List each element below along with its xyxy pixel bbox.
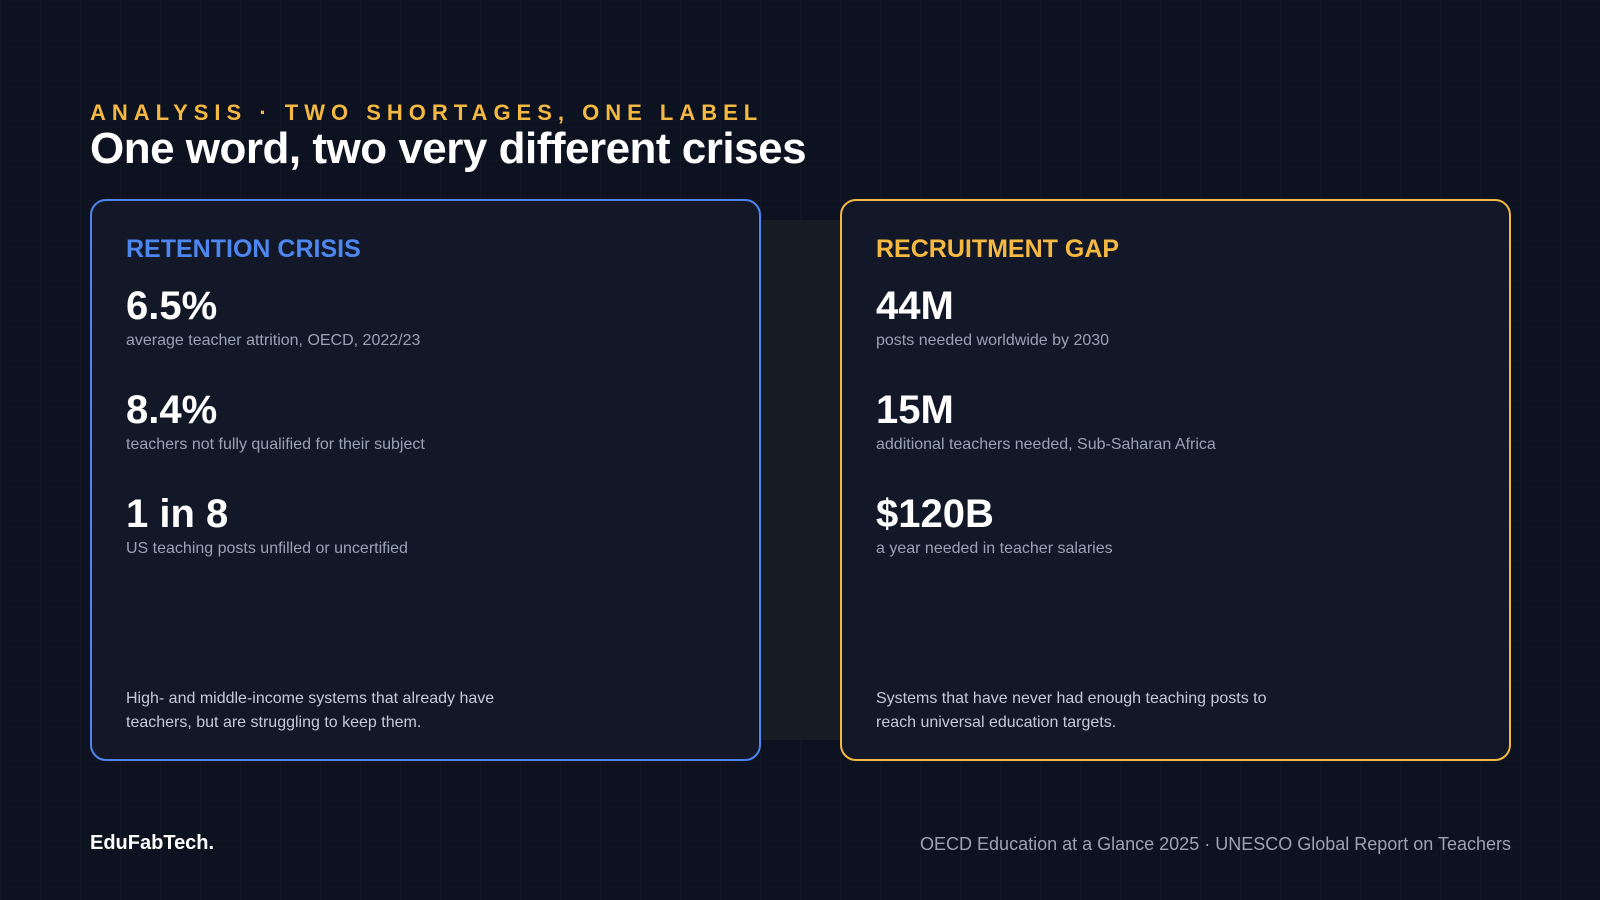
stat: 15M additional teachers needed, Sub-Saha…	[876, 386, 1475, 454]
page-title: One word, two very different crises	[90, 124, 807, 173]
retention-crisis-card: RETENTION CRISIS 6.5% average teacher at…	[90, 199, 761, 761]
stat-value: 15M	[876, 388, 954, 432]
stat: $120B a year needed in teacher salaries	[876, 490, 1475, 558]
stat-label: posts needed worldwide by 2030	[876, 332, 1110, 349]
recruitment-gap-card: RECRUITMENT GAP 44M posts needed worldwi…	[840, 199, 1511, 761]
stat: 44M posts needed worldwide by 2030	[876, 282, 1475, 350]
stat-label: average teacher attrition, OECD, 2022/23	[126, 332, 421, 349]
stat-value: 6.5%	[126, 284, 218, 328]
card-title: RETENTION CRISIS	[126, 235, 361, 263]
stat-value: 1 in 8	[126, 492, 229, 536]
stat-value: 8.4%	[126, 388, 218, 432]
card-title: RECRUITMENT GAP	[876, 235, 1120, 263]
eyebrow: ANALYSIS · TWO SHORTAGES, ONE LABEL	[90, 100, 764, 125]
stat-label: additional teachers needed, Sub-Saharan …	[876, 436, 1216, 453]
stat-label: a year needed in teacher salaries	[876, 540, 1113, 557]
stat-label: teachers not fully qualified for their s…	[126, 436, 425, 453]
brand-logo-text: EduFabTech.	[90, 832, 215, 854]
source-citation: OECD Education at a Glance 2025 · UNESCO…	[920, 834, 1511, 854]
stat-value: $120B	[876, 492, 994, 536]
card-note: Systems that have never had enough teach…	[876, 690, 1267, 731]
stat: 1 in 8 US teaching posts unfilled or unc…	[126, 490, 725, 558]
stat: 6.5% average teacher attrition, OECD, 20…	[126, 282, 725, 350]
stat-value: 44M	[876, 284, 954, 328]
stat-label: US teaching posts unfilled or uncertifie…	[126, 540, 408, 557]
stat: 8.4% teachers not fully qualified for th…	[126, 386, 725, 454]
card-connector	[760, 220, 840, 740]
card-note: High- and middle-income systems that alr…	[126, 690, 495, 731]
